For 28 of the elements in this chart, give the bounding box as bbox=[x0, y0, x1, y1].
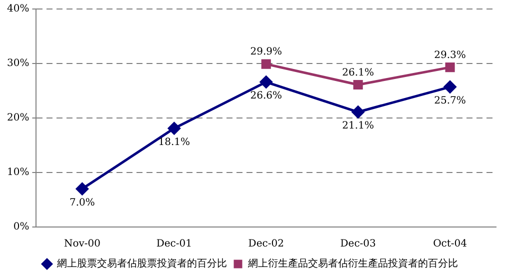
data-label: 7.0% bbox=[70, 197, 95, 208]
point bbox=[353, 80, 363, 90]
y-tick-label: 0% bbox=[13, 222, 30, 233]
x-tick-label: Dec-03 bbox=[340, 238, 376, 250]
legend-label: 網上股票交易者佔股票投資者的百分比 bbox=[56, 258, 227, 270]
point bbox=[445, 62, 455, 72]
y-tick-label: 30% bbox=[6, 58, 30, 70]
point bbox=[260, 76, 272, 88]
point bbox=[76, 182, 88, 196]
data-label: 29.9% bbox=[250, 46, 282, 58]
data-label: 26.6% bbox=[250, 90, 282, 102]
point bbox=[444, 80, 456, 94]
data-label: 29.3% bbox=[434, 50, 466, 61]
y-tick-label: 10% bbox=[6, 167, 30, 178]
y-tick-label: 20% bbox=[6, 112, 30, 124]
data-label: 18.1% bbox=[158, 136, 190, 148]
point bbox=[168, 122, 180, 135]
x-tick-label: Dec-02 bbox=[248, 238, 284, 250]
data-label: 25.7% bbox=[434, 96, 466, 107]
data-label: 26.1% bbox=[342, 67, 374, 78]
point bbox=[352, 106, 364, 118]
y-tick-label: 40% bbox=[6, 4, 30, 15]
data-label: 21.1% bbox=[342, 120, 374, 132]
x-tick-label: Nov-00 bbox=[64, 238, 100, 250]
point bbox=[261, 59, 271, 69]
x-tick-label: Oct-04 bbox=[433, 238, 467, 250]
x-tick-label: Dec-01 bbox=[156, 238, 192, 250]
legend-label: 網上衍生產品交易者佔衍生產品投資者的百分比 bbox=[247, 258, 458, 270]
